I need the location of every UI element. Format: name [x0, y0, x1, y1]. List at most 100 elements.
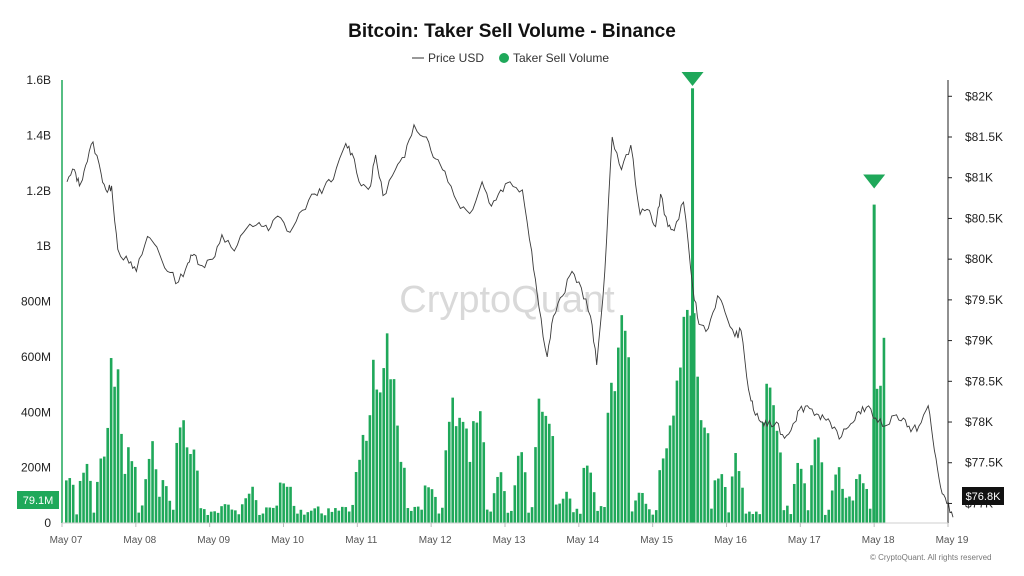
volume-bar [865, 488, 868, 523]
current-volume-badge: 79.1M [17, 491, 59, 509]
volume-bar [830, 490, 834, 523]
volume-bar [309, 510, 313, 523]
volume-bar [468, 461, 472, 523]
volume-bar [347, 511, 351, 523]
volume-bar [75, 514, 78, 523]
volume-bar [106, 427, 109, 523]
volume-bar [140, 505, 144, 523]
volume-bar [213, 511, 216, 523]
volume-bar [196, 470, 199, 523]
volume-bar [665, 448, 668, 523]
volume-bar [592, 492, 596, 523]
volume-bar [168, 500, 172, 523]
current-price-value: $76.8K [966, 491, 1002, 503]
volume-bar [216, 512, 220, 523]
volume-bar [775, 430, 779, 523]
volume-bar [240, 504, 244, 523]
right-tick-label: $82K [965, 89, 993, 103]
legend-price-label[interactable]: Price USD [428, 51, 484, 65]
volume-bar [554, 504, 558, 523]
volume-bar [575, 508, 579, 523]
volume-bar [272, 507, 275, 523]
volume-bar [416, 506, 420, 523]
volume-bar [175, 442, 178, 523]
volume-bar [137, 512, 141, 523]
volume-bar [786, 505, 789, 523]
right-tick-label: $78.5K [965, 374, 1003, 388]
left-tick-label: 1B [36, 239, 51, 253]
legend-volume-marker [499, 53, 509, 63]
legend: Price USD Taker Sell Volume [412, 51, 609, 65]
volume-bar [420, 509, 423, 523]
volume-bar [423, 485, 427, 523]
volume-bar [447, 421, 451, 523]
volume-bar [120, 433, 123, 523]
spike-marker-triangle [863, 174, 886, 189]
volume-bar [230, 509, 234, 523]
volume-bar [755, 511, 758, 523]
volume-bar [344, 507, 348, 523]
volume-bar [824, 514, 827, 523]
volume-bars [65, 309, 886, 523]
volume-bar [234, 510, 237, 523]
volume-bar [565, 491, 568, 523]
legend-volume-label[interactable]: Taker Sell Volume [513, 51, 609, 65]
volume-bar [730, 476, 734, 523]
x-tick-label: May 12 [419, 535, 452, 546]
volume-bar [403, 467, 406, 523]
volume-bar [734, 453, 737, 523]
volume-bar [717, 478, 720, 523]
volume-bar [617, 347, 620, 523]
volume-bar [672, 415, 675, 523]
volume-bar [861, 483, 865, 523]
credit-text: © CryptoQuant. All rights reserved [870, 553, 992, 562]
volume-bar [799, 468, 803, 523]
volume-bar [603, 507, 606, 523]
volume-bar [185, 447, 189, 523]
volume-bar [703, 427, 706, 523]
volume-bar [782, 510, 786, 523]
volume-bar [327, 508, 330, 523]
volume-bar [265, 507, 268, 523]
right-tick-label: $79.5K [965, 293, 1003, 307]
volume-bar [123, 473, 127, 523]
volume-bar [406, 508, 410, 523]
current-volume-value: 79.1M [23, 495, 54, 507]
volume-bar [610, 382, 613, 523]
volume-bar [689, 315, 693, 523]
volume-bar [692, 313, 696, 523]
volume-bar [630, 511, 634, 523]
volume-bar [779, 452, 782, 523]
volume-bar [637, 492, 641, 523]
right-tick-label: $79K [965, 334, 993, 348]
volume-bar [275, 505, 279, 523]
left-tick-label: 400M [21, 405, 51, 419]
volume-bar [768, 387, 772, 523]
volume-bar [437, 513, 441, 523]
current-price-badge-bg [962, 487, 1004, 505]
volume-bar [675, 380, 679, 523]
x-tick-label: May 16 [714, 535, 747, 546]
volume-bar [534, 447, 537, 523]
volume-bar [337, 510, 341, 523]
volume-bar [765, 383, 768, 523]
volume-bar [303, 514, 306, 523]
volume-bar [792, 483, 796, 523]
volume-bar [485, 509, 489, 523]
volume-bar [389, 379, 392, 523]
volume-bar [244, 498, 247, 523]
volume-bar [879, 385, 882, 523]
right-tick-label: $81.5K [965, 130, 1003, 144]
volume-bar [116, 369, 120, 523]
volume-bar [458, 417, 461, 523]
volume-bar [696, 376, 699, 523]
volume-bar [751, 513, 755, 523]
volume-bar [654, 510, 658, 523]
volume-bar [296, 513, 299, 523]
volume-bar [520, 452, 523, 523]
volume-bar [844, 497, 848, 523]
x-tick-label: May 14 [566, 535, 599, 546]
volume-bar [399, 461, 403, 523]
volume-bar [278, 482, 282, 523]
